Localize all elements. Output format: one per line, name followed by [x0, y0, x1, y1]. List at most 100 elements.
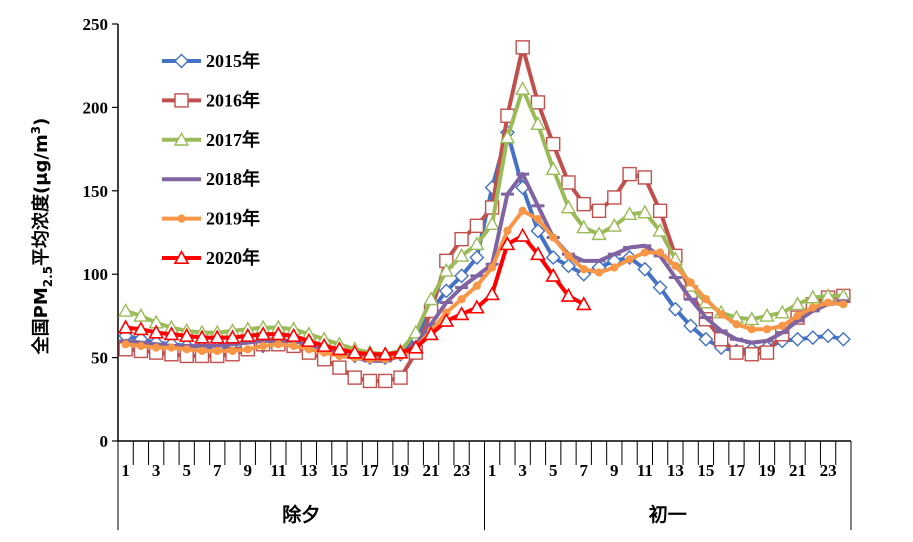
data-point	[423, 326, 439, 341]
data-point	[136, 341, 146, 351]
data-point	[560, 287, 577, 302]
data-point	[194, 329, 210, 344]
legend-entry: 2019年	[162, 208, 260, 229]
data-point	[213, 346, 222, 356]
y-tick-label: 200	[83, 98, 109, 117]
x-tick-label: 11	[637, 461, 653, 480]
x-tick-label: 7	[213, 461, 222, 480]
data-point	[686, 278, 695, 287]
data-point	[594, 268, 604, 277]
data-point	[533, 215, 543, 224]
data-point	[747, 325, 756, 334]
data-point	[789, 296, 806, 311]
data-point	[546, 136, 561, 152]
data-point	[575, 296, 592, 311]
data-point	[197, 346, 207, 356]
legend-entry: 2015年	[162, 50, 260, 71]
x-tick-label: 19	[392, 461, 409, 480]
data-point	[454, 268, 470, 284]
data-point	[835, 331, 851, 347]
data-point	[625, 255, 634, 264]
data-point	[652, 222, 668, 237]
data-point	[744, 347, 759, 362]
legend-marker	[174, 53, 189, 69]
series-2015年	[118, 124, 851, 366]
data-point	[346, 344, 363, 359]
x-tick-label: 17	[361, 461, 379, 480]
data-point	[549, 233, 558, 242]
data-point	[457, 295, 466, 304]
x-tick-label: 15	[331, 461, 348, 480]
data-point	[564, 251, 573, 260]
x-tick-label: 5	[549, 461, 558, 480]
data-point	[823, 298, 833, 307]
data-point	[332, 360, 347, 375]
data-point	[167, 343, 176, 352]
data-point	[683, 318, 699, 334]
data-point	[484, 216, 500, 231]
data-point	[148, 324, 165, 339]
data-point	[316, 337, 333, 352]
data-point	[178, 327, 195, 342]
x-tick-label: 1	[488, 461, 497, 480]
data-point	[606, 217, 622, 232]
data-point	[469, 236, 485, 251]
y-tick-label: 100	[83, 265, 109, 284]
x-tick-label: 11	[270, 461, 286, 480]
data-point	[805, 330, 821, 346]
x-tick-label: 17	[728, 461, 746, 480]
data-point	[759, 307, 775, 322]
x-tick-label: 13	[667, 461, 684, 480]
legend-entry: 2017年	[162, 129, 260, 150]
data-point	[530, 95, 546, 110]
legend-label: 2018年	[206, 168, 260, 189]
data-point	[239, 327, 256, 342]
data-point	[808, 303, 817, 312]
legend-label: 2020年	[206, 247, 260, 268]
data-point	[652, 203, 668, 219]
x-tick-label: 1	[121, 461, 130, 480]
x-tick-label: 23	[820, 461, 837, 480]
legend-entry: 2018年	[162, 168, 260, 189]
data-point	[545, 267, 562, 282]
data-point	[576, 196, 591, 212]
y-tick-label: 50	[91, 349, 108, 368]
data-point	[362, 346, 378, 361]
data-point	[518, 206, 527, 215]
data-point	[438, 262, 455, 277]
data-point	[393, 370, 408, 385]
data-point	[285, 327, 302, 342]
data-point	[499, 236, 516, 251]
data-point	[701, 295, 711, 304]
y-tick-label: 0	[100, 432, 109, 451]
data-point	[778, 321, 787, 331]
data-point	[133, 321, 149, 336]
data-point	[790, 331, 806, 347]
legend-label: 2015年	[206, 50, 260, 71]
series-2019年	[121, 206, 848, 364]
data-point	[484, 286, 500, 301]
legend-entry: 2020年	[162, 247, 260, 268]
data-point	[255, 326, 271, 341]
data-point	[698, 331, 714, 347]
data-point	[744, 311, 760, 326]
data-point	[762, 325, 772, 334]
data-point	[224, 329, 241, 344]
data-point	[530, 246, 546, 261]
group-label: 除夕	[282, 503, 320, 526]
legend-label: 2016年	[206, 89, 260, 110]
data-point	[579, 265, 588, 274]
data-point	[270, 326, 287, 341]
y-axis-label: 全国PM2.5平均浓度(μg/m3)	[29, 118, 55, 356]
data-point	[331, 341, 348, 356]
data-point	[503, 226, 512, 235]
data-point	[576, 219, 592, 234]
data-point	[274, 340, 283, 349]
legend-marker	[173, 131, 190, 146]
data-point	[453, 247, 470, 262]
legend-label: 2017年	[206, 129, 260, 150]
x-tick-label: 9	[244, 461, 253, 480]
data-point	[622, 166, 637, 182]
x-tick-label: 23	[453, 461, 470, 480]
data-point	[163, 326, 180, 341]
